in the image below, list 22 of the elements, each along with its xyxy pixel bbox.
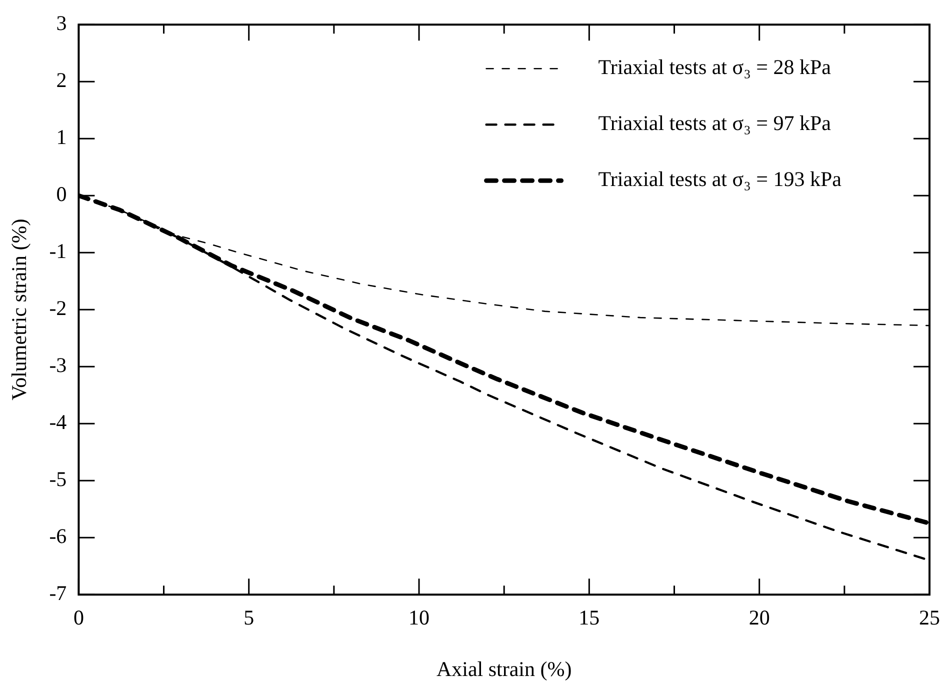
legend-label: Triaxial tests at σ₃ = 97 kPa xyxy=(598,111,832,136)
y-tick-label: 2 xyxy=(56,68,67,92)
x-tick-label: 20 xyxy=(748,606,770,630)
x-tick-label: 5 xyxy=(244,606,254,630)
x-axis-title: Axial strain (%) xyxy=(436,656,572,681)
x-tick-label: 25 xyxy=(919,606,940,630)
legend-label: Triaxial tests at σ₃ = 193 kPa xyxy=(598,167,842,192)
y-axis-title: Volumetric strain (%) xyxy=(7,218,32,400)
x-tick-label: 15 xyxy=(578,606,600,630)
x-tick-label: 0 xyxy=(73,606,84,630)
y-tick-label: 0 xyxy=(56,182,67,206)
y-tick-label: -7 xyxy=(49,581,67,606)
y-tick-label: -1 xyxy=(49,239,67,264)
legend-label: Triaxial tests at σ₃ = 28 kPa xyxy=(598,55,832,80)
y-tick-label: -4 xyxy=(49,410,68,434)
y-tick-label: 1 xyxy=(56,125,67,150)
y-tick-label: -3 xyxy=(49,353,67,378)
y-tick-label: -2 xyxy=(49,296,67,320)
x-tick-label: 10 xyxy=(408,606,430,630)
y-tick-label: -5 xyxy=(49,467,67,492)
y-tick-label: -6 xyxy=(49,524,67,548)
y-tick-label: 3 xyxy=(56,11,67,36)
